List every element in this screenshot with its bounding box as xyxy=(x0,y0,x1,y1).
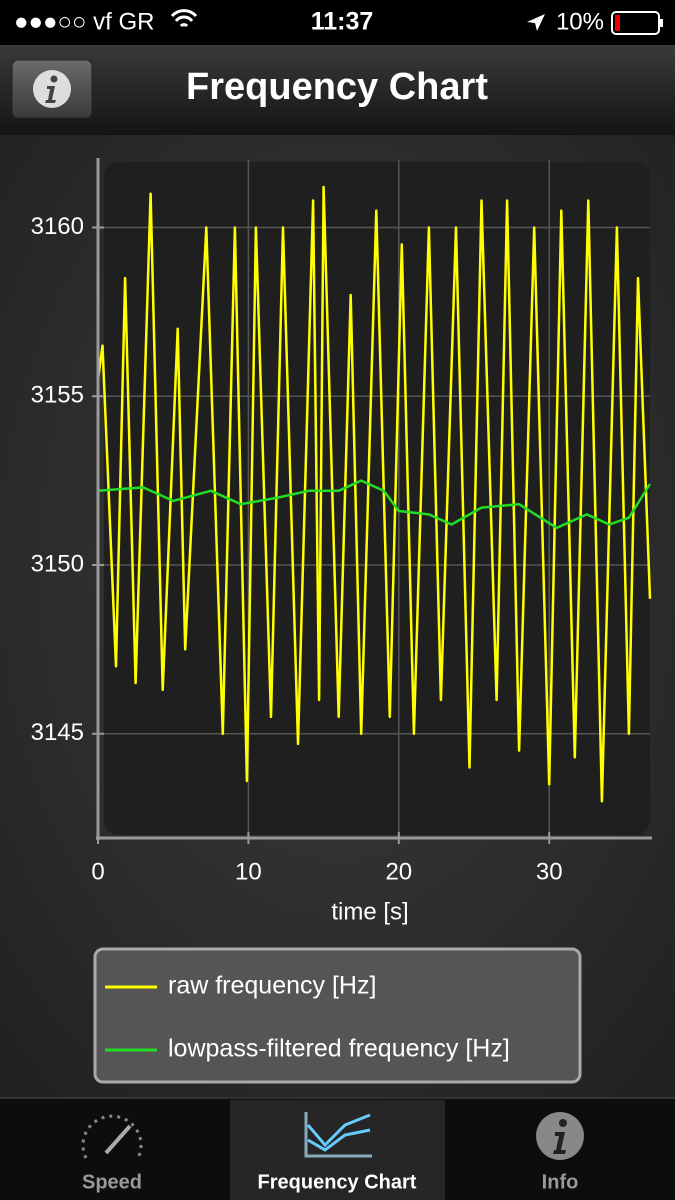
nav-title: Frequency Chart xyxy=(186,66,488,108)
legend xyxy=(93,947,582,1084)
chart-icon xyxy=(304,1112,372,1158)
wifi-icon xyxy=(170,9,198,28)
x-tick-label: 20 xyxy=(385,858,412,885)
legend-label: lowpass-filtered frequency [Hz] xyxy=(168,1035,510,1063)
info-icon-stem xyxy=(45,86,56,103)
carrier: ●●●○○ vf GR xyxy=(14,8,154,35)
x-axis-label: time [s] xyxy=(331,898,408,925)
tab-label[interactable]: Speed xyxy=(82,1171,142,1193)
speed-icon xyxy=(81,1114,143,1159)
series-line xyxy=(97,479,652,530)
battery-icon xyxy=(611,11,660,35)
legend-items: raw frequency [Hz] lowpass-filtered frequ… xyxy=(105,972,510,1063)
battery-level xyxy=(615,15,620,31)
info-icon-dot xyxy=(50,75,58,83)
lines xyxy=(96,185,652,803)
tab-label[interactable]: Info xyxy=(542,1171,579,1193)
clock: 11:37 xyxy=(311,8,374,36)
status-bar xyxy=(0,0,675,45)
info-tab-icon xyxy=(536,1112,584,1160)
tab-label[interactable]: Frequency Chart xyxy=(258,1171,417,1193)
plot-area xyxy=(104,162,650,835)
y-tick-label: 3150 xyxy=(31,550,84,577)
tabs: Speed Frequency Chart Info xyxy=(82,1100,578,1200)
y-tick-label: 3145 xyxy=(31,719,84,746)
tab-selected xyxy=(230,1100,445,1200)
battery-text: 10% xyxy=(556,8,604,35)
nav-bar xyxy=(0,45,675,135)
x-tick-label: 0 xyxy=(91,858,104,885)
battery-tip xyxy=(660,19,663,27)
ticks: 3145 3150 3155 3160 0 10 20 30 xyxy=(31,213,563,886)
y-tick-label: 3160 xyxy=(31,213,84,240)
location-icon xyxy=(527,14,545,31)
legend-label: raw frequency [Hz] xyxy=(168,972,376,1000)
grid xyxy=(97,160,650,835)
series-line xyxy=(96,185,652,803)
y-tick-label: 3155 xyxy=(31,382,84,409)
x-tick-label: 10 xyxy=(235,858,262,885)
x-tick-label: 30 xyxy=(536,858,563,885)
